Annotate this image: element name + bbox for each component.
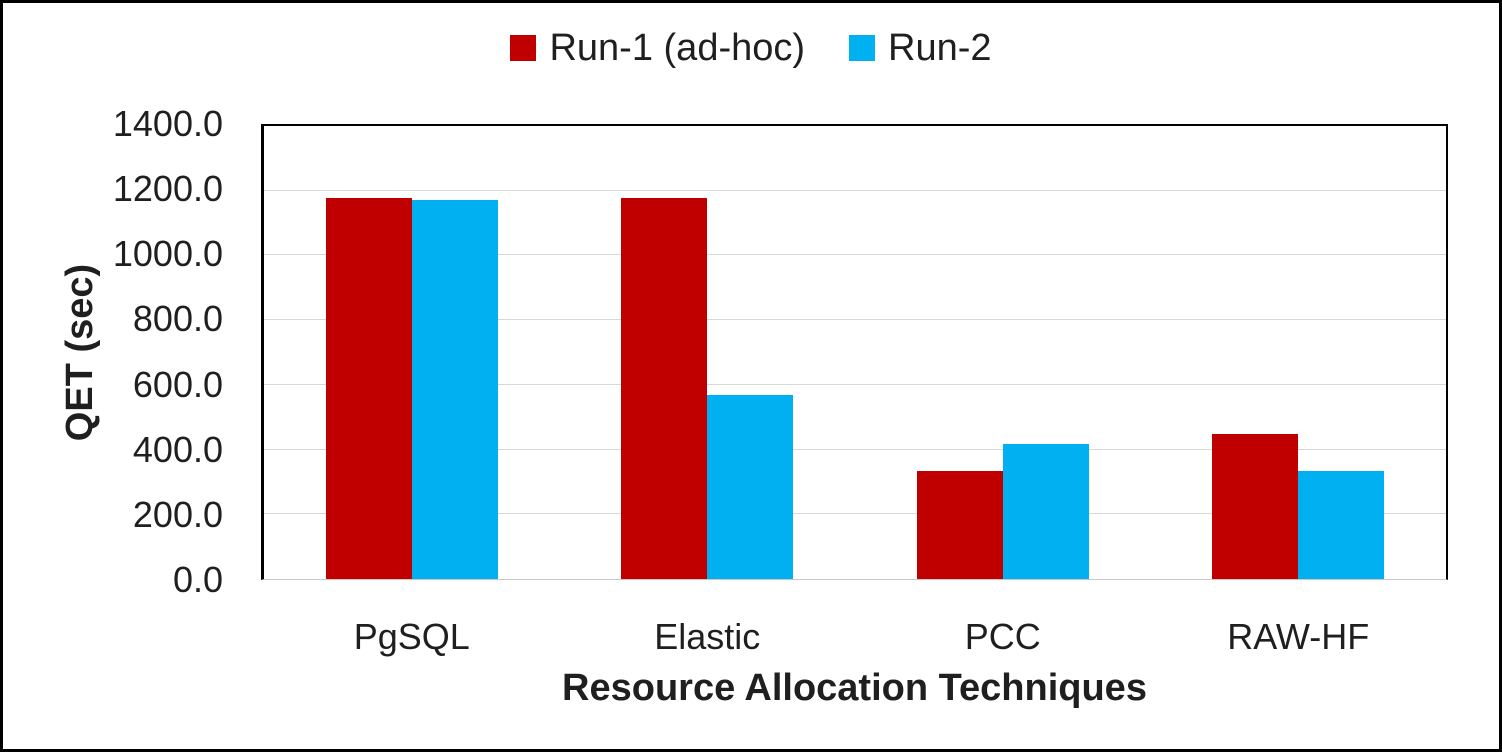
y-axis-title: QET (sec) [59, 263, 102, 441]
gridline-1000 [264, 254, 1446, 256]
bar-run-1-ad-hoc-elastic [621, 198, 708, 579]
x-category-label-raw-hf: RAW-HF [1227, 616, 1370, 657]
bar-run-1-ad-hoc-pgsql [325, 198, 412, 579]
x-category-label-pcc: PCC [964, 616, 1041, 657]
legend-swatch-icon [849, 35, 876, 61]
gridline-400 [264, 448, 1446, 450]
gridline-800 [264, 319, 1446, 321]
y-tick-label-400: 400.0 [132, 428, 223, 470]
x-axis-title: Resource Allocation Techniques [562, 667, 1147, 709]
legend-swatch-icon [510, 35, 537, 61]
x-category-label-elastic: Elastic [654, 616, 761, 657]
y-tick-label-1400: 1400.0 [112, 103, 223, 144]
y-tick-label-600: 600.0 [132, 363, 223, 405]
legend-label: Run-1 (ad-hoc) [549, 26, 806, 69]
legend-item-run-2: Run-2 [849, 27, 992, 70]
y-tick-label-0: 0.0 [172, 559, 223, 600]
y-tick-label-1000: 1000.0 [112, 233, 223, 275]
bar-run-2-pcc [1002, 443, 1089, 579]
legend: Run-1 (ad-hoc) Run-2 [3, 25, 1499, 71]
plot-area [261, 124, 1448, 580]
gridline-200 [264, 513, 1446, 515]
gridline-600 [264, 383, 1446, 385]
gridline-1200 [264, 189, 1446, 191]
y-tick-label-800: 800.0 [132, 298, 223, 340]
y-tick-label-200: 200.0 [132, 493, 223, 535]
legend-label: Run-2 [888, 26, 992, 69]
bar-run-2-pgsql [411, 200, 498, 579]
bar-run-1-ad-hoc-pcc [916, 471, 1003, 579]
x-category-label-pgsql: PgSQL [353, 616, 470, 657]
legend-item-run-1-ad-hoc: Run-1 (ad-hoc) [510, 27, 805, 70]
bar-run-1-ad-hoc-raw-hf [1212, 433, 1299, 579]
bar-run-2-raw-hf [1298, 471, 1385, 579]
bar-run-2-elastic [707, 395, 794, 579]
y-tick-label-1200: 1200.0 [112, 168, 223, 210]
